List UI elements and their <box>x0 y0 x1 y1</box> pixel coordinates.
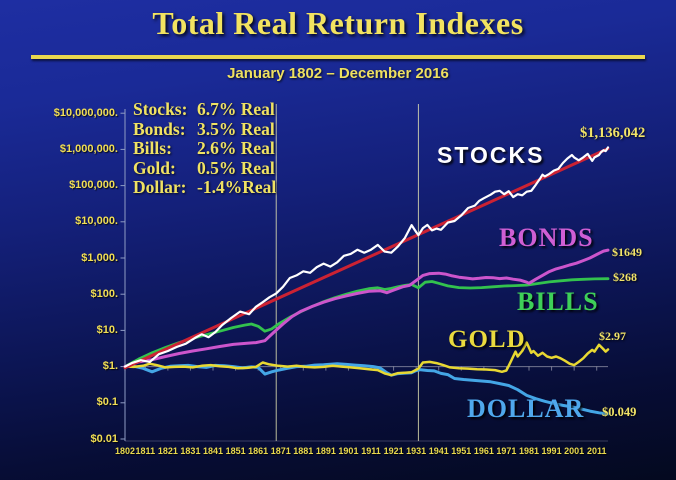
series-line-gold <box>123 341 610 377</box>
stat-row: Bills: 2.6% Real <box>133 138 276 159</box>
x-tick-label: 1991 <box>541 446 562 456</box>
x-tick-label: 1931 <box>406 446 427 456</box>
end-value-stocks: $1,136,042 <box>580 125 646 141</box>
x-tick-label: 2001 <box>564 446 585 456</box>
x-tick-label: 1891 <box>315 446 336 456</box>
x-tick-label: 1811 <box>135 446 156 456</box>
series-label-gold: GOLD <box>448 326 526 353</box>
x-tick-label: 1861 <box>248 446 269 456</box>
slide-title: Total Real Return Indexes <box>152 5 524 41</box>
stat-asset-label: Bills: <box>133 138 172 158</box>
stat-return-value: 0.5% Real <box>197 157 275 178</box>
x-tick-label: 1921 <box>383 446 404 456</box>
stat-return-value: 2.6% Real <box>197 138 275 158</box>
x-tick-label: 1981 <box>518 446 540 456</box>
y-tick-label: $100. <box>90 287 118 300</box>
x-tick-label: 1971 <box>496 446 517 456</box>
y-tick-label: $100,000. <box>69 179 118 192</box>
x-tick-label: 1951 <box>451 446 472 456</box>
series-line-stocks-trend <box>123 147 610 370</box>
title-divider <box>31 55 645 59</box>
stat-return-value: 3.5% Real <box>197 118 275 139</box>
end-value-bonds: $1649 <box>612 245 642 259</box>
end-value-bills: $268 <box>613 270 637 284</box>
x-tick-label: 1841 <box>203 446 224 456</box>
y-tick-label: $10. <box>96 323 118 336</box>
x-tick-label: 1911 <box>361 446 381 456</box>
end-value-gold: $2.97 <box>599 329 626 343</box>
returns-summary-box: Stocks: 6.7% Real Bonds: 3.5% Real Bills: 2.6… <box>133 99 277 198</box>
series-label-stocks: STOCKS <box>437 142 545 168</box>
x-tick-label: 1851 <box>225 446 246 456</box>
y-tick-label: $0.1 <box>96 396 118 409</box>
stat-return-value: 6.7% Real <box>197 99 275 119</box>
x-tick-label: 1821 <box>157 446 178 456</box>
stat-row: Bonds: 3.5% Real <box>133 118 276 140</box>
stat-row: Gold: 0.5% Real <box>133 157 276 179</box>
x-tick-label: 1802 <box>114 446 136 456</box>
slide-subtitle: January 1802 – December 2016 <box>227 65 449 82</box>
y-tick-label: $1,000,000. <box>59 142 118 155</box>
stat-asset-label: Stocks: <box>133 99 188 119</box>
y-tick-label: $1. <box>102 360 118 373</box>
x-tick-label: 1941 <box>428 446 449 456</box>
y-tick-label: $10,000,000. <box>53 106 118 119</box>
x-tick-label: 1871 <box>270 446 291 456</box>
stat-asset-label: Gold: <box>133 157 176 178</box>
stat-row: Stocks: 6.7% Real <box>133 99 276 120</box>
stat-asset-label: Dollar: <box>133 177 187 197</box>
y-tick-label: $0.01 <box>90 432 118 445</box>
x-tick-label: 1961 <box>473 446 494 456</box>
x-tick-label: 2011 <box>586 446 607 456</box>
x-tick-label: 1901 <box>338 446 359 456</box>
y-tick-label: $10,000. <box>75 215 118 228</box>
series-label-dollar: DOLLAR <box>467 394 585 423</box>
stat-asset-label: Bonds: <box>133 118 186 139</box>
series-line-bills <box>123 277 610 369</box>
stat-row: Dollar: -1.4%Real <box>133 177 277 198</box>
series-line-stocks <box>123 146 610 368</box>
x-tick-label: 1831 <box>180 446 201 456</box>
x-tick-label: 1881 <box>293 446 314 456</box>
series-label-bills: BILLS <box>517 287 599 316</box>
series-label-bonds: BONDS <box>499 223 594 252</box>
series-line-bonds <box>123 248 610 369</box>
end-value-dollar: $0.049 <box>602 405 637 419</box>
stat-return-value: -1.4%Real <box>197 177 277 197</box>
y-tick-label: $1,000. <box>81 251 118 264</box>
